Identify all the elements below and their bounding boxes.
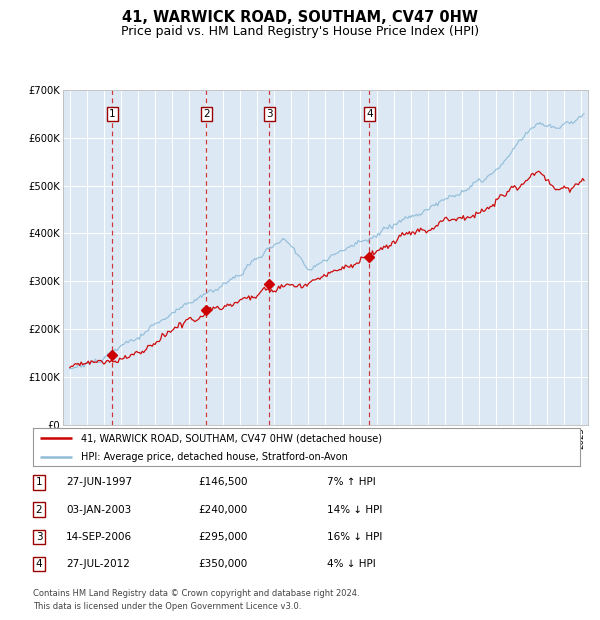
- Text: £240,000: £240,000: [198, 505, 247, 515]
- Text: 41, WARWICK ROAD, SOUTHAM, CV47 0HW: 41, WARWICK ROAD, SOUTHAM, CV47 0HW: [122, 11, 478, 25]
- Text: 3: 3: [35, 532, 43, 542]
- Text: This data is licensed under the Open Government Licence v3.0.: This data is licensed under the Open Gov…: [33, 602, 301, 611]
- Text: 16% ↓ HPI: 16% ↓ HPI: [327, 532, 382, 542]
- Text: 4% ↓ HPI: 4% ↓ HPI: [327, 559, 376, 569]
- Text: 1: 1: [35, 477, 43, 487]
- Text: 03-JAN-2003: 03-JAN-2003: [66, 505, 131, 515]
- Text: 2: 2: [203, 109, 209, 119]
- Text: 2: 2: [35, 505, 43, 515]
- Text: £146,500: £146,500: [198, 477, 248, 487]
- Text: 14-SEP-2006: 14-SEP-2006: [66, 532, 132, 542]
- Text: £295,000: £295,000: [198, 532, 247, 542]
- Text: 41, WARWICK ROAD, SOUTHAM, CV47 0HW (detached house): 41, WARWICK ROAD, SOUTHAM, CV47 0HW (det…: [81, 433, 382, 443]
- Text: 3: 3: [266, 109, 273, 119]
- Text: Contains HM Land Registry data © Crown copyright and database right 2024.: Contains HM Land Registry data © Crown c…: [33, 590, 359, 598]
- Text: Price paid vs. HM Land Registry's House Price Index (HPI): Price paid vs. HM Land Registry's House …: [121, 25, 479, 37]
- Text: 4: 4: [35, 559, 43, 569]
- Text: HPI: Average price, detached house, Stratford-on-Avon: HPI: Average price, detached house, Stra…: [81, 453, 348, 463]
- Text: 1: 1: [109, 109, 116, 119]
- Text: 4: 4: [366, 109, 373, 119]
- Text: 27-JUL-2012: 27-JUL-2012: [66, 559, 130, 569]
- Text: 14% ↓ HPI: 14% ↓ HPI: [327, 505, 382, 515]
- Text: 7% ↑ HPI: 7% ↑ HPI: [327, 477, 376, 487]
- Text: £350,000: £350,000: [198, 559, 247, 569]
- Text: 27-JUN-1997: 27-JUN-1997: [66, 477, 132, 487]
